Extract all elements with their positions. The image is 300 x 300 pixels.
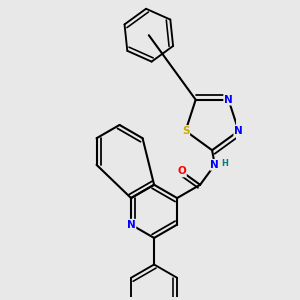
Text: O: O	[177, 167, 186, 176]
Text: N: N	[224, 95, 233, 105]
Text: N: N	[127, 220, 135, 230]
Text: N: N	[234, 126, 243, 136]
Text: N: N	[210, 160, 219, 170]
Text: S: S	[182, 126, 189, 136]
Text: H: H	[221, 159, 228, 168]
